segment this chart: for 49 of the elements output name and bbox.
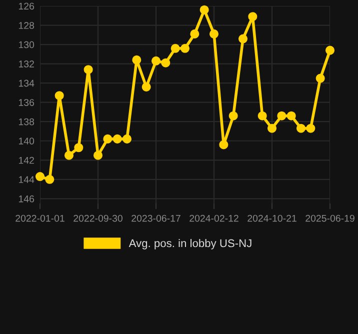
y-tick-label: 142 — [18, 156, 34, 164]
x-tick-label: 2024-02-12 — [190, 214, 238, 222]
y-tick-label: 134 — [18, 80, 34, 87]
y-tick-label: 126 — [18, 2, 34, 10]
point — [267, 124, 277, 133]
point — [219, 140, 228, 150]
x-tick-label: 2022-01-01 — [16, 214, 64, 222]
point — [74, 143, 84, 152]
y-tick-label: 130 — [18, 41, 34, 48]
point — [142, 82, 151, 92]
y-tick-label: 128 — [18, 22, 34, 29]
point — [325, 46, 335, 55]
point — [64, 150, 74, 160]
legend-label: Avg. pos. in lobby US-NJ — [128, 239, 252, 250]
point — [296, 124, 306, 133]
y-tick-label: 132 — [18, 60, 34, 68]
x-tick-label: 2025-06-19 — [306, 214, 354, 222]
point — [170, 44, 180, 53]
point — [248, 12, 258, 22]
point — [277, 111, 286, 120]
x-tick-label: 2022-09-30 — [74, 214, 122, 222]
point — [103, 134, 112, 144]
y-tick-label: 138 — [18, 118, 34, 126]
point — [286, 111, 296, 120]
point — [93, 150, 103, 160]
point — [306, 124, 316, 133]
point — [161, 58, 170, 68]
y-tick-label: 136 — [18, 99, 34, 106]
point — [132, 55, 142, 64]
point — [35, 172, 45, 182]
point — [200, 5, 209, 14]
x-tick-label: 2024-10-21 — [248, 214, 296, 222]
y-tick-label: 144 — [18, 176, 34, 183]
x-tick-label: 2023-06-17 — [132, 214, 180, 222]
point — [190, 29, 200, 38]
point — [45, 174, 54, 184]
point — [228, 111, 238, 120]
point — [112, 134, 122, 144]
y-tick-label: 140 — [18, 138, 34, 144]
point — [54, 91, 64, 100]
point — [258, 111, 267, 120]
point — [209, 29, 219, 38]
point — [84, 65, 93, 74]
y-tick-label: 146 — [18, 195, 34, 202]
point — [238, 34, 248, 44]
point — [316, 74, 325, 83]
point — [122, 134, 132, 144]
point — [151, 56, 161, 66]
point — [180, 44, 190, 53]
